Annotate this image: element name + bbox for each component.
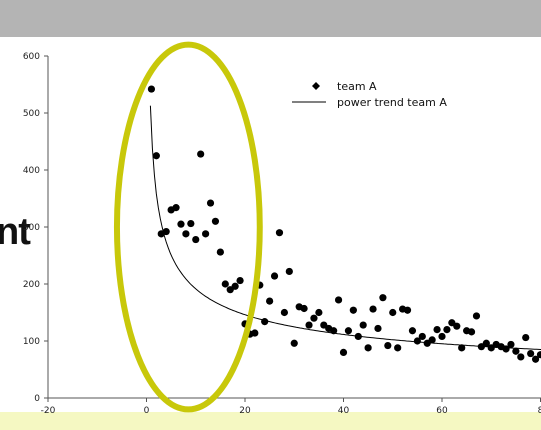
data-point <box>403 306 412 314</box>
data-point <box>152 152 160 160</box>
trend-line-group <box>149 105 541 351</box>
data-point <box>438 332 446 341</box>
y-tick-label: 200 <box>23 280 40 290</box>
data-points-group <box>147 85 541 363</box>
data-point <box>517 353 525 361</box>
data-point <box>369 305 377 313</box>
legend-label-trend: power trend team A <box>337 96 447 109</box>
data-point <box>482 339 490 347</box>
top-band <box>0 0 541 37</box>
partial-heading-text: nt <box>0 211 31 253</box>
data-point <box>275 229 284 237</box>
data-point <box>413 337 421 345</box>
data-point <box>359 321 367 329</box>
data-point <box>202 230 210 238</box>
y-tick-label: 100 <box>23 337 40 347</box>
data-point <box>527 349 535 358</box>
legend-label-team-a: team A <box>337 80 377 93</box>
x-tick-label: -20 <box>41 406 56 416</box>
data-point <box>330 327 338 335</box>
data-point <box>231 282 239 290</box>
chart-legend: team A power trend team A <box>292 80 447 109</box>
data-point <box>221 280 229 288</box>
highlight-ellipse <box>113 41 263 413</box>
data-point <box>315 308 323 317</box>
data-point <box>236 276 244 285</box>
x-tick-label: 0 <box>144 406 150 416</box>
data-point <box>290 339 298 347</box>
bottom-band <box>0 412 541 430</box>
data-point <box>334 296 343 304</box>
data-point <box>310 314 318 322</box>
data-point <box>285 267 293 276</box>
data-point <box>206 199 215 207</box>
data-point <box>428 336 436 344</box>
data-point <box>443 326 451 334</box>
data-point <box>177 220 185 228</box>
data-point <box>349 306 357 314</box>
y-tick-label: 500 <box>23 109 40 119</box>
data-point <box>270 272 279 280</box>
data-point <box>472 312 481 320</box>
y-tick-label: 0 <box>34 394 40 404</box>
data-point <box>467 328 476 336</box>
data-point <box>408 327 417 335</box>
x-tick-label: 40 <box>338 406 350 416</box>
data-point <box>379 294 387 302</box>
data-point <box>261 318 269 326</box>
data-point <box>147 85 156 93</box>
data-point <box>211 217 220 225</box>
data-point <box>531 355 540 363</box>
data-point <box>280 308 288 317</box>
x-tick-label: 8 <box>538 406 541 416</box>
data-point <box>453 322 461 330</box>
data-point <box>433 326 441 334</box>
data-point <box>384 341 392 350</box>
data-point <box>522 333 530 342</box>
data-point <box>197 150 205 158</box>
data-point <box>458 344 466 352</box>
data-point <box>182 230 190 238</box>
data-point <box>266 297 274 305</box>
data-point <box>418 332 426 341</box>
data-point <box>251 329 259 337</box>
data-point <box>394 344 402 352</box>
y-tick-label: 400 <box>23 166 40 176</box>
data-point <box>192 235 200 244</box>
data-point <box>187 219 195 228</box>
data-point <box>389 308 397 317</box>
highlight-group <box>113 41 263 413</box>
data-point <box>172 204 180 212</box>
data-point <box>507 340 515 349</box>
data-point <box>536 351 541 359</box>
legend-marker-team-a <box>312 82 320 90</box>
data-point <box>339 348 348 356</box>
data-point <box>305 321 313 329</box>
data-point <box>502 345 510 353</box>
data-point <box>162 227 170 236</box>
data-point <box>512 347 520 355</box>
data-point <box>216 248 224 256</box>
y-tick-label: 300 <box>23 223 40 233</box>
data-point <box>364 344 372 352</box>
y-tick-label: 600 <box>23 52 40 62</box>
x-tick-label: 20 <box>239 406 251 416</box>
power-trend-line <box>149 105 541 351</box>
data-point <box>344 327 353 335</box>
data-point <box>374 324 382 333</box>
x-tick-label: 60 <box>436 406 448 416</box>
data-point <box>300 304 308 313</box>
data-point <box>354 332 362 341</box>
